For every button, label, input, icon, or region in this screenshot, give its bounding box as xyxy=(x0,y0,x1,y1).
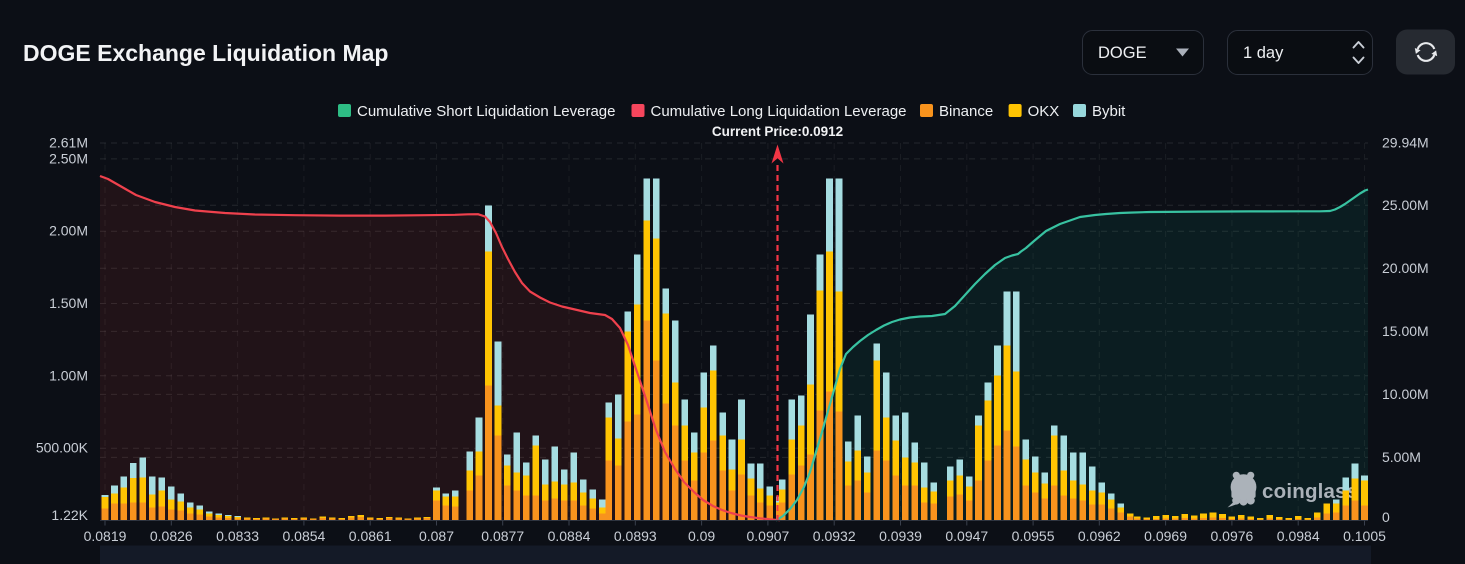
svg-text:5.00M: 5.00M xyxy=(1382,449,1421,465)
svg-text:0.0939: 0.0939 xyxy=(879,528,922,544)
svg-text:Binance: Binance xyxy=(939,103,993,120)
svg-text:0.0962: 0.0962 xyxy=(1078,528,1121,544)
svg-text:1.22K: 1.22K xyxy=(51,507,88,523)
svg-text:0.0969: 0.0969 xyxy=(1144,528,1187,544)
svg-text:0.0984: 0.0984 xyxy=(1277,528,1320,544)
svg-text:Cumulative Long Liquidation Le: Cumulative Long Liquidation Leverage xyxy=(651,103,907,120)
svg-text:1.50M: 1.50M xyxy=(49,295,88,311)
svg-text:25.00M: 25.00M xyxy=(1382,197,1429,213)
svg-text:0.09: 0.09 xyxy=(688,528,715,544)
svg-text:0.0819: 0.0819 xyxy=(84,528,127,544)
svg-text:10.00M: 10.00M xyxy=(1382,386,1429,402)
svg-text:0.0976: 0.0976 xyxy=(1210,528,1253,544)
svg-text:0.0854: 0.0854 xyxy=(282,528,325,544)
svg-text:0.0955: 0.0955 xyxy=(1012,528,1055,544)
svg-text:0.0884: 0.0884 xyxy=(548,528,591,544)
svg-text:Cumulative Short Liquidation L: Cumulative Short Liquidation Leverage xyxy=(357,103,616,120)
svg-text:coinglass: coinglass xyxy=(1262,480,1358,503)
svg-text:2.61M: 2.61M xyxy=(49,135,88,151)
svg-text:0.0826: 0.0826 xyxy=(150,528,193,544)
svg-text:0.0947: 0.0947 xyxy=(945,528,988,544)
svg-text:DOGE Exchange Liquidation Map: DOGE Exchange Liquidation Map xyxy=(23,40,388,66)
svg-text:0: 0 xyxy=(1382,509,1390,525)
svg-text:1 day: 1 day xyxy=(1243,44,1284,62)
svg-text:0.0932: 0.0932 xyxy=(813,528,856,544)
svg-text:0.0877: 0.0877 xyxy=(481,528,524,544)
svg-text:OKX: OKX xyxy=(1028,103,1060,120)
svg-text:15.00M: 15.00M xyxy=(1382,323,1429,339)
svg-text:DOGE: DOGE xyxy=(1098,44,1147,62)
svg-text:29.94M: 29.94M xyxy=(1382,135,1429,151)
svg-text:0.0907: 0.0907 xyxy=(746,528,789,544)
svg-text:0.0861: 0.0861 xyxy=(349,528,392,544)
svg-text:Current Price:0.0912: Current Price:0.0912 xyxy=(712,124,843,139)
svg-text:20.00M: 20.00M xyxy=(1382,260,1429,276)
svg-text:500.00K: 500.00K xyxy=(36,440,89,456)
svg-text:Bybit: Bybit xyxy=(1092,103,1126,120)
svg-text:1.00M: 1.00M xyxy=(49,367,88,383)
svg-text:0.087: 0.087 xyxy=(419,528,454,544)
svg-text:0.0893: 0.0893 xyxy=(614,528,657,544)
svg-text:0.0833: 0.0833 xyxy=(216,528,259,544)
svg-text:2.50M: 2.50M xyxy=(49,150,88,166)
svg-text:2.00M: 2.00M xyxy=(49,223,88,239)
svg-text:0.1005: 0.1005 xyxy=(1343,528,1386,544)
